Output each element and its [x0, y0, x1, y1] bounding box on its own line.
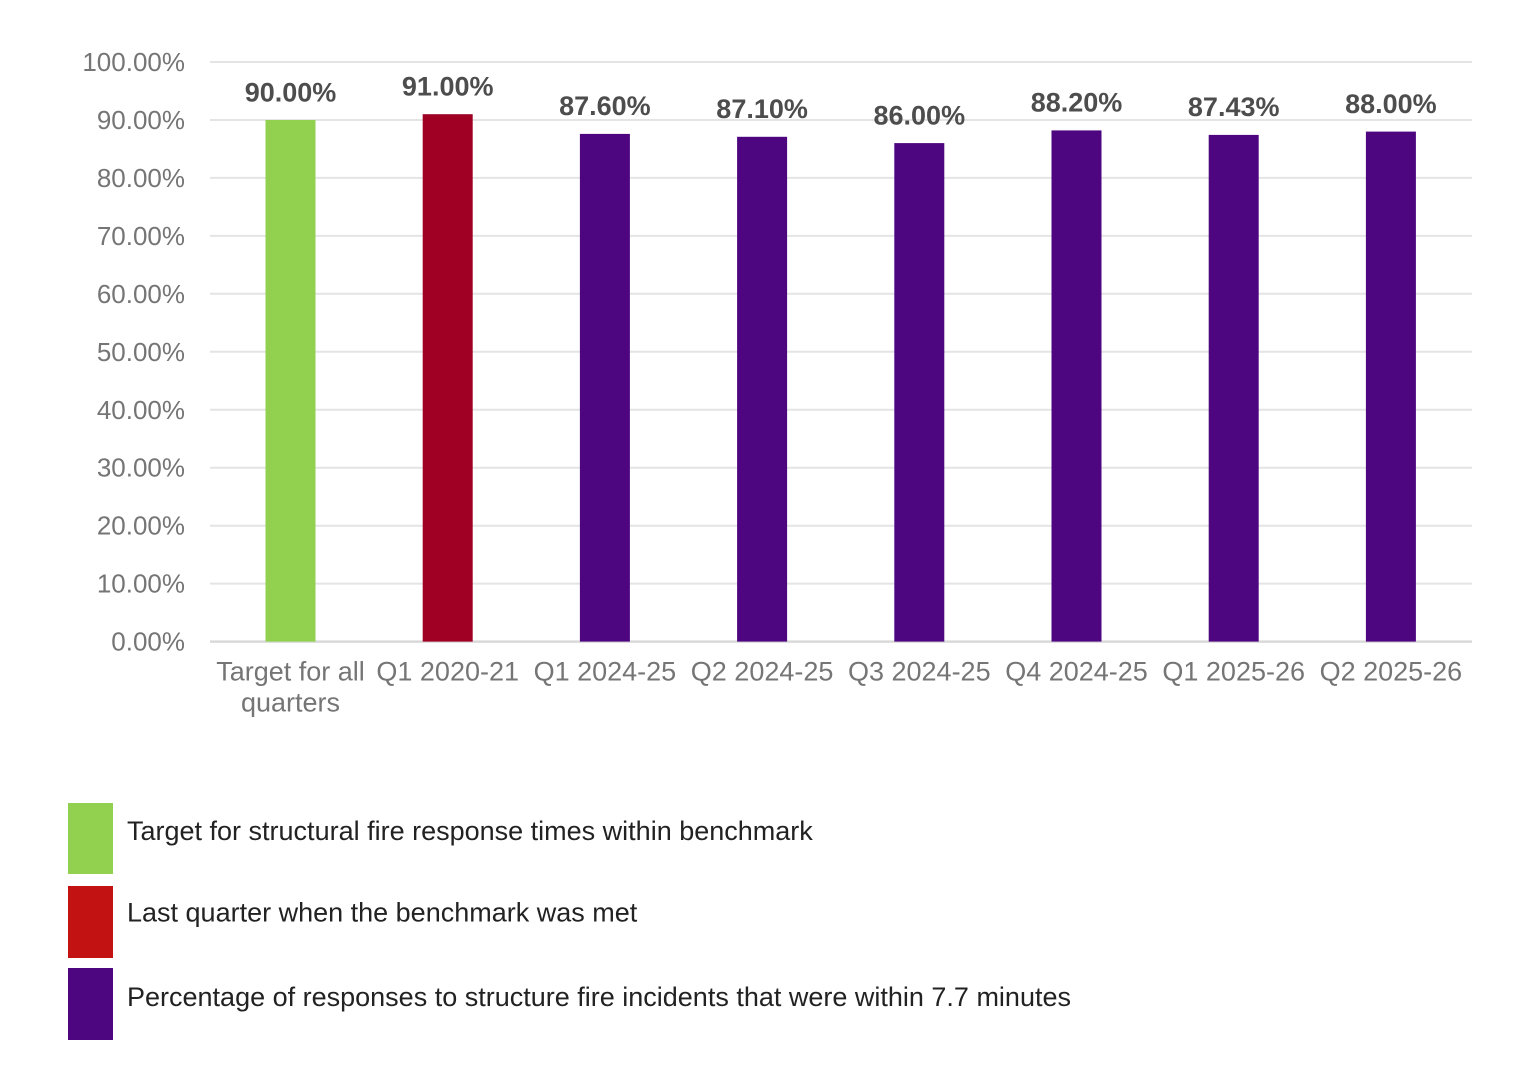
- svg-text:Percentage of responses to str: Percentage of responses to structure fir…: [127, 982, 1071, 1012]
- svg-text:Q1 2020-21: Q1 2020-21: [376, 656, 519, 686]
- svg-text:Q3 2024-25: Q3 2024-25: [848, 656, 991, 686]
- svg-text:10.00%: 10.00%: [97, 569, 185, 599]
- svg-text:20.00%: 20.00%: [97, 511, 185, 541]
- svg-text:70.00%: 70.00%: [97, 221, 185, 251]
- svg-text:Q2 2025-26: Q2 2025-26: [1320, 656, 1463, 686]
- svg-text:88.20%: 88.20%: [1031, 88, 1123, 118]
- svg-text:Target for structural fire res: Target for structural fire response time…: [127, 816, 813, 846]
- svg-text:90.00%: 90.00%: [97, 105, 185, 135]
- svg-text:87.60%: 87.60%: [559, 91, 651, 121]
- svg-text:80.00%: 80.00%: [97, 163, 185, 193]
- svg-text:90.00%: 90.00%: [245, 77, 337, 107]
- svg-text:86.00%: 86.00%: [874, 100, 966, 130]
- svg-text:Q4 2024-25: Q4 2024-25: [1005, 656, 1148, 686]
- svg-text:Q1 2024-25: Q1 2024-25: [534, 656, 677, 686]
- svg-text:50.00%: 50.00%: [97, 337, 185, 367]
- svg-text:87.10%: 87.10%: [716, 94, 808, 124]
- svg-text:quarters: quarters: [241, 687, 340, 717]
- svg-text:60.00%: 60.00%: [97, 279, 185, 309]
- svg-text:91.00%: 91.00%: [402, 72, 494, 102]
- svg-text:Last quarter when the benchmar: Last quarter when the benchmark was met: [127, 898, 638, 928]
- svg-text:87.43%: 87.43%: [1188, 92, 1280, 122]
- svg-text:88.00%: 88.00%: [1345, 89, 1437, 119]
- svg-text:Q2 2024-25: Q2 2024-25: [691, 656, 834, 686]
- svg-text:30.00%: 30.00%: [97, 453, 185, 483]
- svg-text:Q1 2025-26: Q1 2025-26: [1162, 656, 1305, 686]
- svg-text:Target for all: Target for all: [216, 656, 365, 686]
- svg-text:40.00%: 40.00%: [97, 395, 185, 425]
- svg-text:0.00%: 0.00%: [111, 627, 185, 657]
- svg-text:100.00%: 100.00%: [82, 47, 185, 77]
